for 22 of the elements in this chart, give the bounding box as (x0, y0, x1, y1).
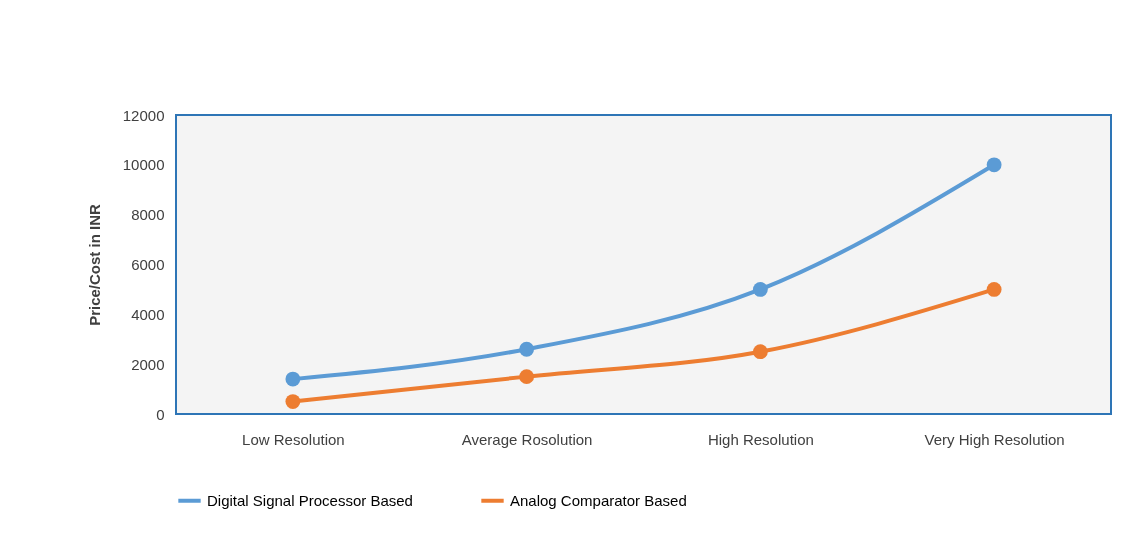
y-axis-title: Price/Cost in INR (85, 203, 103, 326)
y-tick-label: 10000 (122, 156, 165, 174)
legend-label: Analog Comparator Based (510, 491, 687, 509)
x-tick-label: Average Rosolution (461, 430, 593, 448)
y-tick-label: 2000 (131, 355, 165, 373)
point (519, 369, 535, 385)
point (752, 344, 768, 360)
point (752, 282, 768, 297)
legend-label: Digital Signal Processor Based (207, 491, 413, 509)
point (986, 282, 1002, 297)
y-tick-label: 8000 (131, 206, 165, 224)
x-tick-label: High Resolution (707, 430, 814, 448)
y-tick-label: 12000 (122, 106, 165, 124)
y-tick-label: 6000 (131, 256, 165, 273)
y-tick-label: 0 (156, 405, 165, 423)
y-tick-label: 4000 (131, 305, 165, 323)
point (285, 394, 301, 409)
point (519, 341, 535, 357)
x-tick-label: Low Resolution (242, 430, 345, 448)
point (285, 371, 301, 387)
point (986, 157, 1002, 173)
x-tick-label: Very High Resolution (924, 430, 1065, 448)
